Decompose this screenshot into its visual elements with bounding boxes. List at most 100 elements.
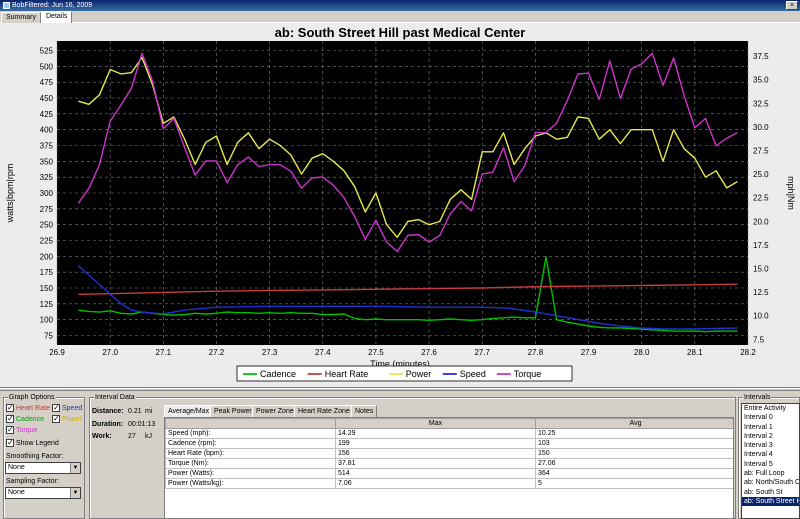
x-axis-label: Time (minutes) <box>370 359 430 369</box>
y-left-tick-label: 375 <box>40 142 54 151</box>
smoothing-select[interactable]: None ▼ <box>5 462 81 474</box>
x-tick-label: 27.1 <box>156 348 172 357</box>
legend-box <box>236 365 573 382</box>
close-button[interactable]: × <box>786 1 798 10</box>
column-header: Max <box>335 418 536 429</box>
y-right-tick-label: 35.0 <box>753 76 769 85</box>
y-left-tick-label: 300 <box>40 189 54 198</box>
list-item-selected[interactable]: ab: South Street H <box>742 496 799 507</box>
subtab-average-max[interactable]: Average/Max <box>164 405 214 417</box>
y-left-tick-label: 250 <box>40 221 54 230</box>
interval-subtabs: Average/Max Peak Power Power Zone Heart … <box>164 405 734 417</box>
stats-table: Max Avg Speed (mph): 14.29 10.25 Cadence (… <box>164 417 734 519</box>
work-value: 27 <box>128 433 136 440</box>
duration-label: Duration: <box>92 421 124 428</box>
title-bar: BobFiltered: Jun 16, 2009 × <box>0 0 800 11</box>
work-unit: kJ <box>145 433 152 440</box>
distance-unit: mi <box>145 408 153 415</box>
window-title: BobFiltered: Jun 16, 2009 <box>12 2 93 9</box>
y-right-tick-label: 32.5 <box>753 99 769 108</box>
check-show-legend[interactable]: Show Legend <box>6 438 59 448</box>
list-item[interactable]: Interval 2 <box>744 432 773 440</box>
subtab-notes[interactable]: Notes <box>351 405 378 417</box>
subtab-peak-power[interactable]: Peak Power <box>210 405 256 417</box>
tab-summary[interactable]: Summary <box>1 12 41 23</box>
dropdown-arrow-icon: ▼ <box>70 463 80 473</box>
check-power[interactable]: Power <box>52 414 82 424</box>
list-item[interactable]: Interval 3 <box>744 442 773 450</box>
subtab-power-zone[interactable]: Power Zone <box>252 405 298 417</box>
x-tick-label: 28.2 <box>740 348 756 357</box>
table-row: Cadence (rpm): 199 103 <box>165 438 733 449</box>
x-tick-label: 27.3 <box>262 348 278 357</box>
table-row: Power (Watts/kg): 7.06 5 <box>165 478 733 489</box>
y-left-tick-label: 225 <box>40 237 54 246</box>
y-right-axis-label: mph|Nm <box>786 176 796 210</box>
list-item[interactable]: Interval 5 <box>744 460 773 468</box>
y-left-tick-label: 200 <box>40 252 54 261</box>
list-item[interactable]: Interval 0 <box>744 414 773 422</box>
y-left-tick-label: 525 <box>40 47 54 56</box>
y-left-tick-label: 325 <box>40 173 54 182</box>
list-item[interactable]: ab: North/South Cl <box>744 479 799 487</box>
tab-bar: Summary Details <box>0 11 800 23</box>
distance-value: 0.21 <box>128 408 142 415</box>
list-item[interactable]: Interval 1 <box>744 423 773 431</box>
tab-details[interactable]: Details <box>41 11 73 23</box>
checkbox-icon <box>52 403 60 413</box>
check-heart-rate[interactable]: Heart Rate <box>6 403 50 413</box>
distance-label: Distance: <box>92 408 124 415</box>
legend-label: Heart Rate <box>325 369 369 379</box>
graph-options-title: Graph Options <box>8 393 56 402</box>
x-tick-label: 27.7 <box>474 348 490 357</box>
x-tick-label: 28.0 <box>634 348 650 357</box>
y-right-tick-label: 25.0 <box>753 170 769 179</box>
dropdown-arrow-icon: ▼ <box>70 488 80 498</box>
subtab-heart-rate-zone[interactable]: Heart Rate Zone <box>294 405 354 417</box>
y-left-tick-label: 75 <box>44 332 53 341</box>
intervals-list[interactable]: Entire Activity Interval 0 Interval 1 In… <box>741 403 800 519</box>
y-left-tick-label: 350 <box>40 157 54 166</box>
y-right-tick-label: 17.5 <box>753 241 769 250</box>
y-right-tick-label: 12.5 <box>753 288 769 297</box>
interval-data-title: Interval Data <box>94 393 136 402</box>
y-left-tick-label: 425 <box>40 110 54 119</box>
list-item[interactable]: ab: Full Loop <box>744 470 785 478</box>
y-right-tick-label: 10.0 <box>753 312 769 321</box>
column-header <box>165 418 336 429</box>
column-header: Avg <box>535 418 733 429</box>
y-left-tick-label: 500 <box>40 62 54 71</box>
y-right-tick-label: 20.0 <box>753 217 769 226</box>
x-tick-label: 27.2 <box>209 348 225 357</box>
check-torque[interactable]: Torque <box>6 425 37 435</box>
work-label: Work: <box>92 433 112 440</box>
y-right-tick-label: 27.5 <box>753 147 769 156</box>
checkbox-icon <box>6 414 14 424</box>
x-tick-label: 27.4 <box>315 348 331 357</box>
x-tick-label: 27.8 <box>528 348 544 357</box>
check-cadence[interactable]: Cadence <box>6 414 44 424</box>
table-row: Speed (mph): 14.29 10.25 <box>165 428 733 439</box>
x-tick-label: 27.5 <box>368 348 384 357</box>
check-speed[interactable]: Speed <box>52 403 82 413</box>
list-item[interactable]: ab: South St <box>744 488 783 496</box>
y-left-tick-label: 175 <box>40 268 54 277</box>
chart-title: ab: South Street Hill past Medical Cente… <box>275 25 526 40</box>
y-right-tick-label: 30.0 <box>753 123 769 132</box>
y-left-tick-label: 475 <box>40 78 54 87</box>
table-row: Heart Rate (bpm): 156 150 <box>165 448 733 459</box>
legend-label: Cadence <box>260 369 296 379</box>
x-tick-label: 27.6 <box>421 348 437 357</box>
series-line-cadence <box>78 256 738 333</box>
splitter[interactable] <box>0 388 800 391</box>
list-item[interactable]: Interval 4 <box>744 451 773 459</box>
x-tick-label: 27.9 <box>581 348 597 357</box>
y-right-tick-label: 15.0 <box>753 265 769 274</box>
checkbox-icon <box>52 414 60 424</box>
y-right-tick-label: 22.5 <box>753 194 769 203</box>
list-item[interactable]: Entire Activity <box>744 405 787 412</box>
x-tick-label: 27.0 <box>102 348 118 357</box>
app-icon <box>3 1 10 9</box>
sampling-select[interactable]: None ▼ <box>5 487 81 499</box>
ride-chart: ab: South Street Hill past Medical Cente… <box>5 25 796 382</box>
